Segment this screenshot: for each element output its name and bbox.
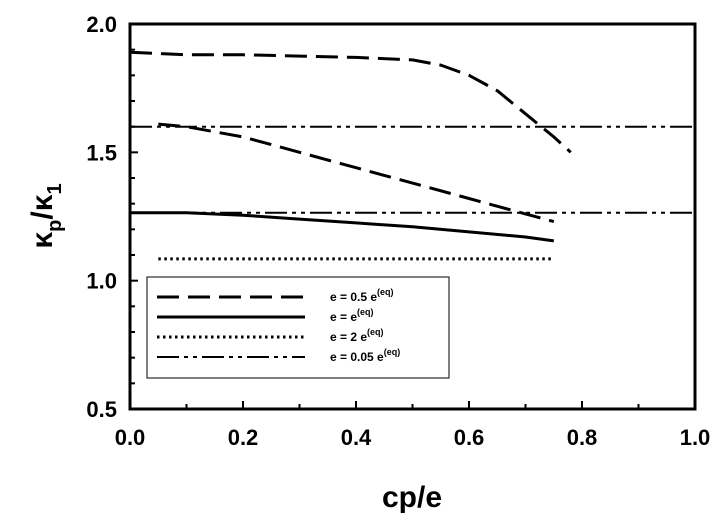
y-axis-title-sub2: 1 (44, 183, 66, 194)
legend-label-1: e = e(eq) (330, 307, 374, 324)
y-tick-label-1: 1.0 (86, 269, 117, 294)
legend: e = 0.5 e(eq) e = e(eq) e = 2 e(eq) e = 0.0… (146, 276, 450, 379)
tick-labels-layer: 0.0 0.2 0.4 0.6 0.8 1.0 0.5 1.0 1.5 2.0 (86, 12, 710, 450)
x-tick-label-4: 0.8 (567, 425, 598, 450)
svg-text:κp/κ1: κp/κ1 (26, 183, 66, 248)
legend-label-0: e = 0.5 e(eq) (330, 287, 394, 304)
y-axis-title-main: κ (26, 232, 59, 249)
x-tick-label-5: 1.0 (680, 425, 711, 450)
y-axis-title: κp/κ1 (26, 183, 66, 248)
y-axis-title-sub1: p (44, 220, 66, 232)
x-tick-label-1: 0.2 (228, 425, 259, 450)
series-layer (129, 50, 695, 261)
x-axis-title: cp/e (382, 481, 442, 514)
legend-label-2: e = 2 e(eq) (330, 327, 384, 344)
y-axis-title-slash: /κ (26, 194, 59, 219)
x-tick-label-3: 0.6 (454, 425, 485, 450)
legend-label-3: e = 0.05 e(eq) (330, 347, 400, 364)
legend-items: e = 0.5 e(eq) e = e(eq) e = 2 e(eq) e = 0.0… (157, 287, 400, 364)
series-line-0 (129, 50, 572, 154)
y-tick-label-2: 1.5 (86, 140, 117, 165)
ticks-layer (129, 23, 696, 410)
y-tick-label-3: 2.0 (86, 12, 117, 37)
series-line-1 (158, 122, 555, 224)
y-tick-label-0: 0.5 (86, 397, 117, 422)
legend-box (146, 276, 450, 379)
x-tick-label-2: 0.4 (341, 425, 372, 450)
x-tick-label-0: 0.0 (115, 425, 146, 450)
